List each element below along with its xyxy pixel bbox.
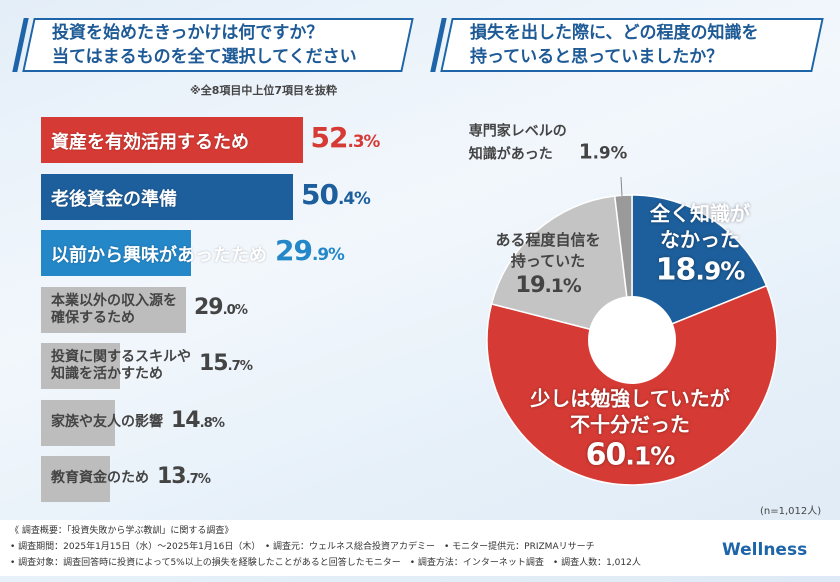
bar [41,286,186,333]
pie-chart-title: 損失を出した際に、どの程度の知識を 持っていると思っていましたか？ [470,21,759,69]
bar-label: 家族や友人の影響 [51,413,163,430]
bar [41,456,110,502]
bar-value: 52.3% [310,121,381,154]
title-line: 投資を始めたきっかけは何ですか？ [52,23,324,43]
bar [41,343,120,389]
title-line: 損失を出した際に、どの程度の知識を [470,23,759,43]
bar-chart-title: 投資を始めたきっかけは何ですか？ 当てはまるものを全て選択してください [52,21,357,69]
bar-value: 50.4% [301,177,371,211]
leader-line [620,176,623,197]
bar-value: 29.9% [275,234,345,267]
bar-value: 14.8% [171,407,225,433]
pie-slice [631,194,768,342]
bar-label: 資産を有効活用するため [51,132,249,153]
bar [41,117,303,163]
bar-label: 以前から興味があったため [51,245,267,266]
bar-label: 投資に関するスキルや 知識を活かすため [51,349,191,382]
bar-label: 教育資金のため [51,470,149,486]
sample-size: (n=1,012人) [760,506,822,517]
note: ※全8項目中上位7項目を抜粋 [190,84,338,97]
bar-value: 29.0% [194,294,248,320]
pie-slice [486,284,778,486]
bar [41,399,115,446]
footer: 《 調査概要：「投資失敗から学ぶ教訓」に関する調査》 • 調査期間：2025年1… [0,520,840,576]
pie-label: 少しは勉強していたが 不十分だった 60.1% [530,386,730,473]
pie-label: 全く知識が なかった 18.9% [650,201,750,288]
bar [41,173,293,220]
bar-label: 本業以外の収入源を 確保するため [51,292,177,326]
footer-line: • 調査対象：調査回答時に投資によって5%以上の損失を経験したことがあると回答し… [10,558,641,568]
donut-hole [588,296,676,384]
bar-label: 老後資金の準備 [51,188,177,210]
pie-label: 専門家レベルの 知識があった 1.9% [468,123,628,164]
footer-line: 《 調査概要：「投資失敗から学ぶ教訓」に関する調査》 [10,526,234,536]
title-line: 持っていると思っていましたか？ [470,47,724,67]
wellness-logo: Wellness [722,540,808,560]
pie-slice [490,195,633,341]
title-line: 当てはまるものを全て選択してください [52,47,357,67]
bar-value: 13.7% [157,464,211,489]
bar-value: 15.7% [199,351,253,376]
pie-label: ある程度自信を 持っていた 19.1% [495,231,601,298]
bar [41,230,191,276]
footer-line: • 調査期間：2025年1月15日（水）～2025年1月16日（木） • 調査元… [10,542,595,552]
